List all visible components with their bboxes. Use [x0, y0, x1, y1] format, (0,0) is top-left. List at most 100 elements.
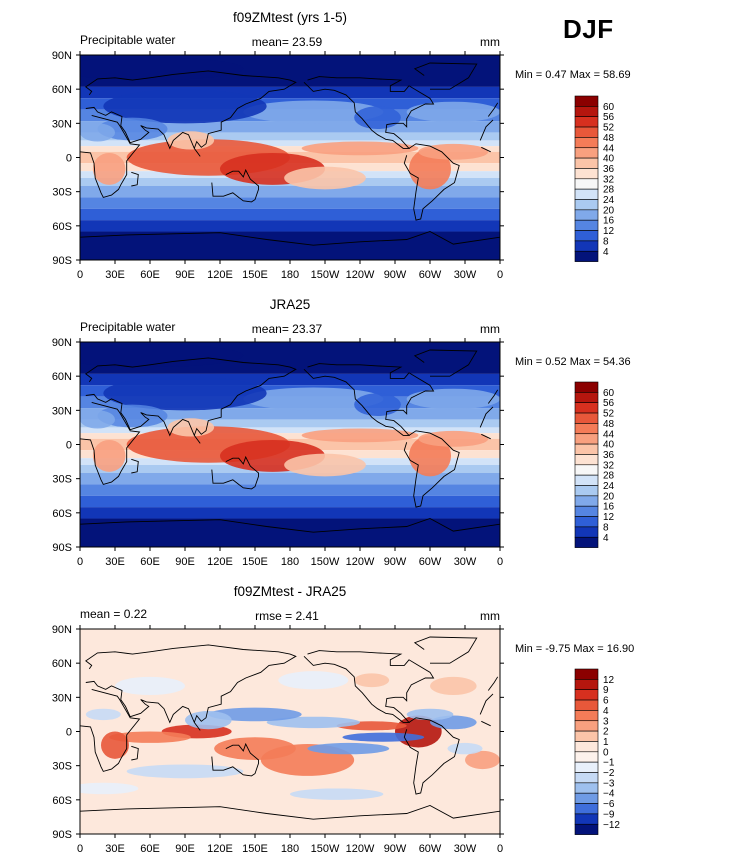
colorbar-label: 56 [603, 398, 615, 409]
lon-tick-label: 90E [175, 269, 195, 281]
panel-title: f09ZMtest - JRA25 [234, 584, 347, 599]
panel-left-label: Precipitable water [80, 320, 175, 334]
colorbar-swatch [574, 168, 599, 180]
colorbar-label: 2 [603, 727, 609, 738]
pw-feature [103, 89, 267, 124]
colorbar-label: 28 [603, 185, 615, 196]
coastline-n_america [303, 650, 435, 723]
lon-tick-label: 60E [140, 556, 160, 568]
colorbar-label: 44 [603, 429, 615, 440]
diff-feature [185, 711, 232, 730]
pw-feature [284, 453, 366, 477]
lon-tick-label: 90E [175, 556, 195, 568]
pw-band [80, 419, 500, 428]
coastline-n_america [303, 76, 435, 149]
lat-tick-label: 0 [66, 727, 72, 739]
coastline-africa [481, 720, 491, 727]
colorbar-label: 4 [603, 533, 609, 544]
lon-tick-label: 150E [242, 556, 268, 568]
diff-feature [85, 708, 121, 721]
lon-tick-label: 90W [384, 269, 407, 281]
lon-tick-label: 60W [419, 843, 442, 855]
lon-tick-label: 0 [77, 269, 83, 281]
colorbar-swatch [574, 803, 599, 815]
colorbar-swatch [574, 126, 599, 138]
lon-tick-label: 180 [281, 843, 299, 855]
lon-tick-label: 90E [175, 843, 195, 855]
panel-3: f09ZMtest - JRA25 mean = 0.22 rmse = 2.41 m… [52, 584, 634, 855]
colorbar-swatch [574, 699, 599, 711]
colorbar-swatch [574, 219, 599, 231]
coastline-madagascar [131, 171, 139, 187]
lon-tick-label: 30E [105, 269, 125, 281]
coastline-eurasia [487, 676, 499, 691]
colorbar-label: 9 [603, 685, 609, 696]
diff-feature [266, 716, 361, 729]
colorbar-swatch [574, 250, 599, 262]
panel-title: f09ZMtest (yrs 1-5) [233, 10, 347, 25]
lon-tick-label: 120E [207, 269, 233, 281]
coastline-n_america [303, 363, 435, 436]
colorbar-label: −1 [603, 758, 615, 769]
colorbar-swatch [574, 178, 599, 190]
pw-feature [406, 101, 500, 123]
colorbar-label: 4 [603, 247, 609, 258]
lat-tick-label: 90S [52, 829, 72, 841]
coastline-greenland [413, 636, 478, 664]
pw-band [80, 197, 500, 209]
colorbar-label: 60 [603, 388, 615, 399]
pw-feature [418, 143, 489, 160]
lon-tick-label: 0 [497, 269, 503, 281]
diff-feature [278, 671, 349, 690]
colorbar-swatch [574, 782, 599, 794]
pw-band [80, 208, 500, 221]
coastline-eurasia [85, 70, 297, 157]
lon-tick-label: 60W [419, 269, 442, 281]
coastline-africa [479, 119, 494, 141]
pw-feature [301, 141, 419, 156]
lat-tick-label: 90S [52, 255, 72, 267]
lon-tick-label: 30W [454, 269, 477, 281]
colorbar-label: 0 [603, 747, 609, 758]
coastline-madagascar [131, 458, 139, 474]
pw-band [80, 185, 500, 198]
diff-feature [101, 731, 129, 759]
coastline-africa [479, 406, 494, 428]
diff-feature [126, 764, 244, 779]
diff-feature [354, 673, 390, 688]
diff-feature [430, 676, 477, 696]
diff-feature [214, 737, 296, 760]
lon-tick-label: 120E [207, 556, 233, 568]
colorbar-swatch [574, 402, 599, 414]
colorbar-swatch [574, 423, 599, 435]
panel-center-label: mean= 23.37 [252, 322, 323, 336]
season-label: DJF [563, 14, 614, 44]
lon-tick-label: 30E [105, 556, 125, 568]
diff-feature [447, 742, 483, 755]
colorbar-label: −3 [603, 778, 615, 789]
colorbar-swatch [574, 188, 599, 200]
panel-minmax: Min = 0.47 Max = 58.69 [515, 69, 631, 81]
pw-feature [97, 117, 168, 141]
lat-tick-label: 90S [52, 542, 72, 554]
lon-tick-label: 180 [281, 269, 299, 281]
panel-title: JRA25 [270, 297, 311, 312]
colorbar-label: 16 [603, 502, 615, 513]
coastline-australia [211, 168, 259, 203]
panel-units: mm [480, 322, 500, 336]
panel-units: mm [480, 609, 500, 623]
colorbar-label: 48 [603, 419, 615, 430]
pw-feature [92, 439, 126, 472]
colorbar-swatch [574, 464, 599, 476]
lat-tick-label: 90N [52, 50, 72, 62]
pw-band [80, 518, 500, 547]
coastline-africa [80, 401, 141, 485]
coastline-eurasia [487, 102, 499, 117]
colorbar-label: 1 [603, 737, 609, 748]
pw-band [80, 220, 500, 232]
pw-band [80, 132, 500, 141]
pw-feature [406, 388, 500, 410]
diff-feature [115, 676, 185, 696]
pw-band [80, 373, 500, 386]
